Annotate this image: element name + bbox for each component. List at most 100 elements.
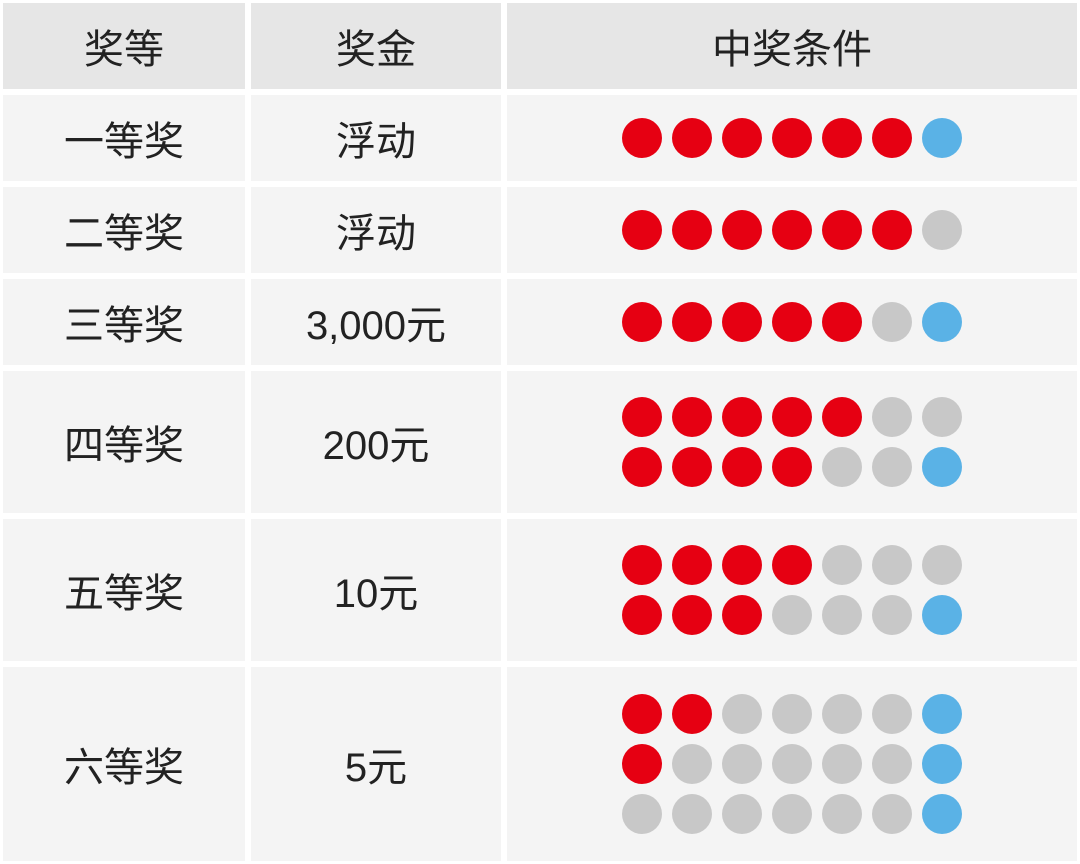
header-level-text: 奖等 bbox=[84, 17, 164, 75]
prize-condition-cell bbox=[504, 276, 1080, 368]
ball-row bbox=[622, 794, 962, 834]
ball-row bbox=[622, 397, 962, 437]
red-ball-icon bbox=[772, 545, 812, 585]
blue-ball-icon bbox=[922, 744, 962, 784]
blue-ball-icon bbox=[922, 118, 962, 158]
prize-level-text: 一等奖 bbox=[64, 109, 184, 167]
prize-level-text: 三等奖 bbox=[64, 293, 184, 351]
prize-amount-cell: 200元 bbox=[248, 368, 504, 516]
red-ball-icon bbox=[622, 545, 662, 585]
red-ball-icon bbox=[822, 118, 862, 158]
red-ball-icon bbox=[722, 118, 762, 158]
prize-level-text: 六等奖 bbox=[64, 735, 184, 793]
prize-amount-text: 5元 bbox=[345, 735, 407, 793]
gray-ball-icon bbox=[772, 794, 812, 834]
red-ball-icon bbox=[622, 447, 662, 487]
red-ball-icon bbox=[622, 302, 662, 342]
prize-level-text: 四等奖 bbox=[64, 413, 184, 471]
ball-row bbox=[622, 302, 962, 342]
gray-ball-icon bbox=[872, 595, 912, 635]
red-ball-icon bbox=[722, 545, 762, 585]
red-ball-icon bbox=[672, 545, 712, 585]
ball-row bbox=[622, 595, 962, 635]
red-ball-icon bbox=[872, 210, 912, 250]
table-row: 二等奖浮动 bbox=[0, 184, 1080, 276]
gray-ball-icon bbox=[872, 302, 912, 342]
prize-amount-cell: 10元 bbox=[248, 516, 504, 664]
gray-ball-icon bbox=[622, 794, 662, 834]
red-ball-icon bbox=[722, 397, 762, 437]
gray-ball-icon bbox=[922, 545, 962, 585]
prize-level-text: 五等奖 bbox=[64, 561, 184, 619]
gray-ball-icon bbox=[822, 794, 862, 834]
header-amount: 奖金 bbox=[248, 0, 504, 92]
red-ball-icon bbox=[822, 397, 862, 437]
prize-amount-cell: 浮动 bbox=[248, 92, 504, 184]
gray-ball-icon bbox=[722, 794, 762, 834]
prize-amount-cell: 浮动 bbox=[248, 184, 504, 276]
blue-ball-icon bbox=[922, 694, 962, 734]
red-ball-icon bbox=[722, 302, 762, 342]
prize-condition-cell bbox=[504, 516, 1080, 664]
gray-ball-icon bbox=[822, 694, 862, 734]
gray-ball-icon bbox=[722, 744, 762, 784]
red-ball-icon bbox=[672, 595, 712, 635]
ball-conditions bbox=[622, 527, 962, 653]
blue-ball-icon bbox=[922, 302, 962, 342]
prize-amount-text: 浮动 bbox=[336, 109, 416, 167]
header-amount-text: 奖金 bbox=[336, 17, 416, 75]
red-ball-icon bbox=[672, 447, 712, 487]
red-ball-icon bbox=[722, 447, 762, 487]
gray-ball-icon bbox=[822, 447, 862, 487]
ball-row bbox=[622, 744, 962, 784]
prize-amount-cell: 5元 bbox=[248, 664, 504, 864]
red-ball-icon bbox=[622, 118, 662, 158]
prize-level-cell: 二等奖 bbox=[0, 184, 248, 276]
red-ball-icon bbox=[772, 210, 812, 250]
prize-level-cell: 三等奖 bbox=[0, 276, 248, 368]
red-ball-icon bbox=[672, 397, 712, 437]
ball-row bbox=[622, 210, 962, 250]
prize-level-cell: 四等奖 bbox=[0, 368, 248, 516]
gray-ball-icon bbox=[822, 744, 862, 784]
table-row: 五等奖 10元 bbox=[0, 516, 1080, 664]
prize-condition-cell bbox=[504, 184, 1080, 276]
prize-condition-cell bbox=[504, 368, 1080, 516]
prize-level-cell: 五等奖 bbox=[0, 516, 248, 664]
gray-ball-icon bbox=[872, 545, 912, 585]
gray-ball-icon bbox=[872, 744, 912, 784]
gray-ball-icon bbox=[822, 595, 862, 635]
gray-ball-icon bbox=[872, 397, 912, 437]
prize-condition-cell bbox=[504, 92, 1080, 184]
ball-conditions bbox=[622, 100, 962, 176]
red-ball-icon bbox=[622, 694, 662, 734]
prize-condition-cell bbox=[504, 664, 1080, 864]
ball-row bbox=[622, 694, 962, 734]
red-ball-icon bbox=[822, 210, 862, 250]
gray-ball-icon bbox=[822, 545, 862, 585]
gray-ball-icon bbox=[772, 694, 812, 734]
ball-conditions bbox=[622, 676, 962, 852]
ball-row bbox=[622, 118, 962, 158]
gray-ball-icon bbox=[872, 447, 912, 487]
red-ball-icon bbox=[672, 694, 712, 734]
gray-ball-icon bbox=[722, 694, 762, 734]
prize-amount-text: 10元 bbox=[334, 561, 419, 619]
red-ball-icon bbox=[822, 302, 862, 342]
ball-conditions bbox=[622, 379, 962, 505]
red-ball-icon bbox=[722, 210, 762, 250]
blue-ball-icon bbox=[922, 447, 962, 487]
header-condition: 中奖条件 bbox=[504, 0, 1080, 92]
prize-level-cell: 六等奖 bbox=[0, 664, 248, 864]
red-ball-icon bbox=[622, 744, 662, 784]
gray-ball-icon bbox=[672, 744, 712, 784]
blue-ball-icon bbox=[922, 595, 962, 635]
red-ball-icon bbox=[722, 595, 762, 635]
blue-ball-icon bbox=[922, 794, 962, 834]
prize-amount-text: 3,000元 bbox=[306, 293, 446, 351]
red-ball-icon bbox=[622, 210, 662, 250]
red-ball-icon bbox=[772, 447, 812, 487]
gray-ball-icon bbox=[872, 794, 912, 834]
prize-level-cell: 一等奖 bbox=[0, 92, 248, 184]
gray-ball-icon bbox=[672, 794, 712, 834]
